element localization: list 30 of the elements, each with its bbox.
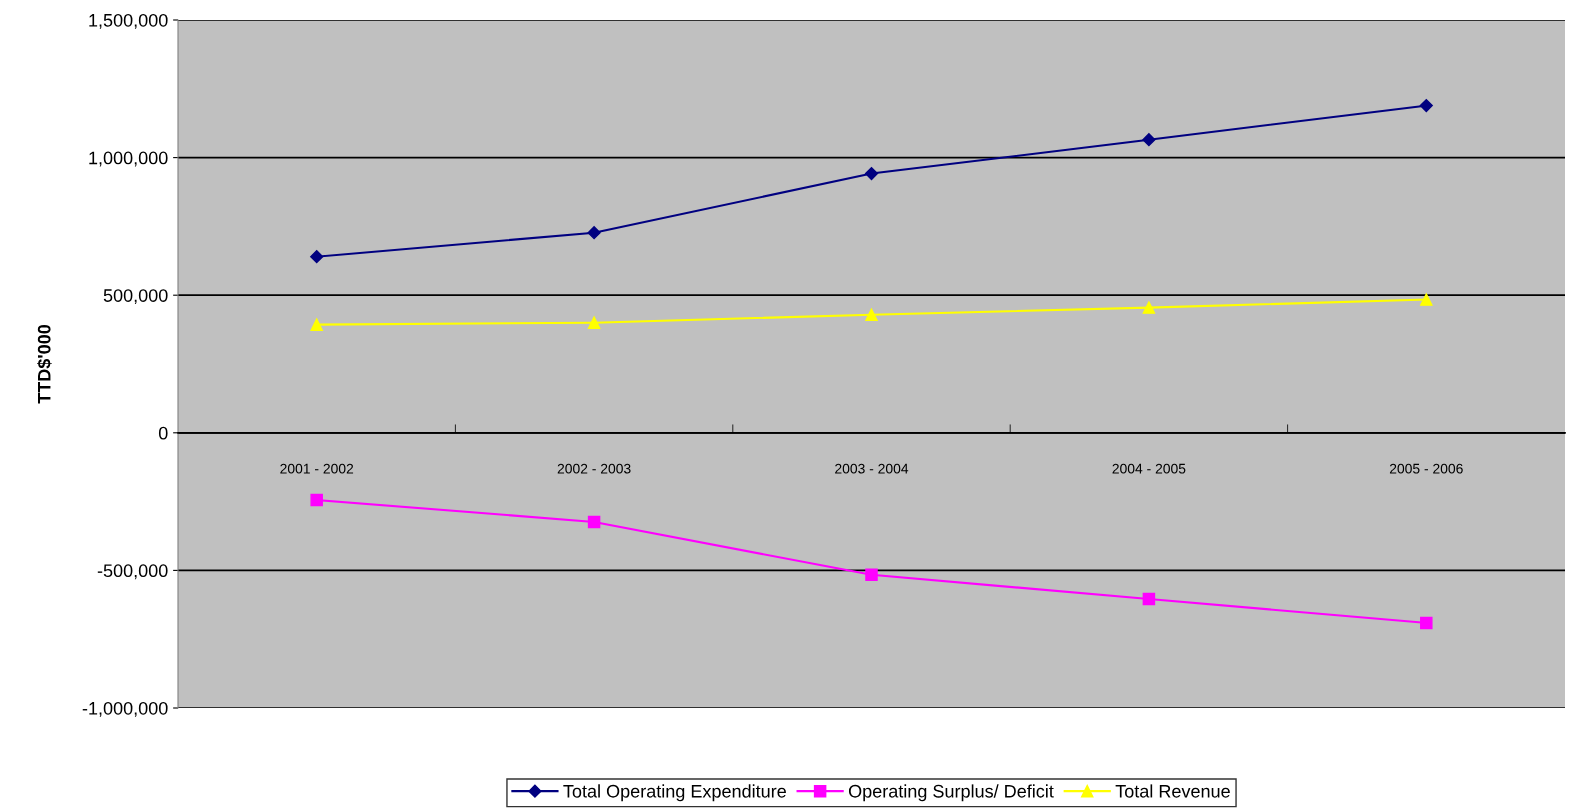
point: [587, 226, 601, 240]
y-tick-label: 1,500,000: [89, 13, 168, 29]
legend-label: Total Revenue: [1115, 784, 1230, 798]
point: [1420, 293, 1433, 306]
point: [1419, 98, 1433, 113]
x-tick-label: 2003 - 2004: [835, 463, 909, 474]
point: [310, 318, 323, 331]
legend-label: Total Operating Expenditure: [563, 784, 786, 802]
point: [310, 250, 324, 264]
point: [1142, 301, 1156, 314]
x-tick-label: 2001 - 2002: [280, 463, 354, 474]
y-tick-label: -500,000: [97, 564, 168, 580]
point: [865, 308, 878, 321]
legend-label: Operating Surplus/ Deficit: [848, 784, 1054, 802]
point: [1142, 133, 1156, 147]
x-tick-label: 2005 - 2006: [1389, 463, 1463, 474]
point: [1142, 592, 1156, 606]
point: [587, 515, 601, 529]
y-tick-label: 1,000,000: [89, 151, 168, 167]
point: [865, 568, 878, 582]
point: [864, 166, 879, 181]
point: [587, 316, 601, 329]
point: [1420, 616, 1433, 630]
y-axis-title: TTD$'000: [37, 324, 52, 404]
x-tick-label: 2004 - 2005: [1112, 463, 1186, 474]
x-tick-label: 2002 - 2003: [557, 463, 631, 474]
point: [310, 493, 323, 507]
y-tick-label: -1,000,000: [82, 701, 168, 717]
y-tick-label: 500,000: [103, 289, 168, 305]
y-tick-label: 0: [158, 426, 168, 440]
